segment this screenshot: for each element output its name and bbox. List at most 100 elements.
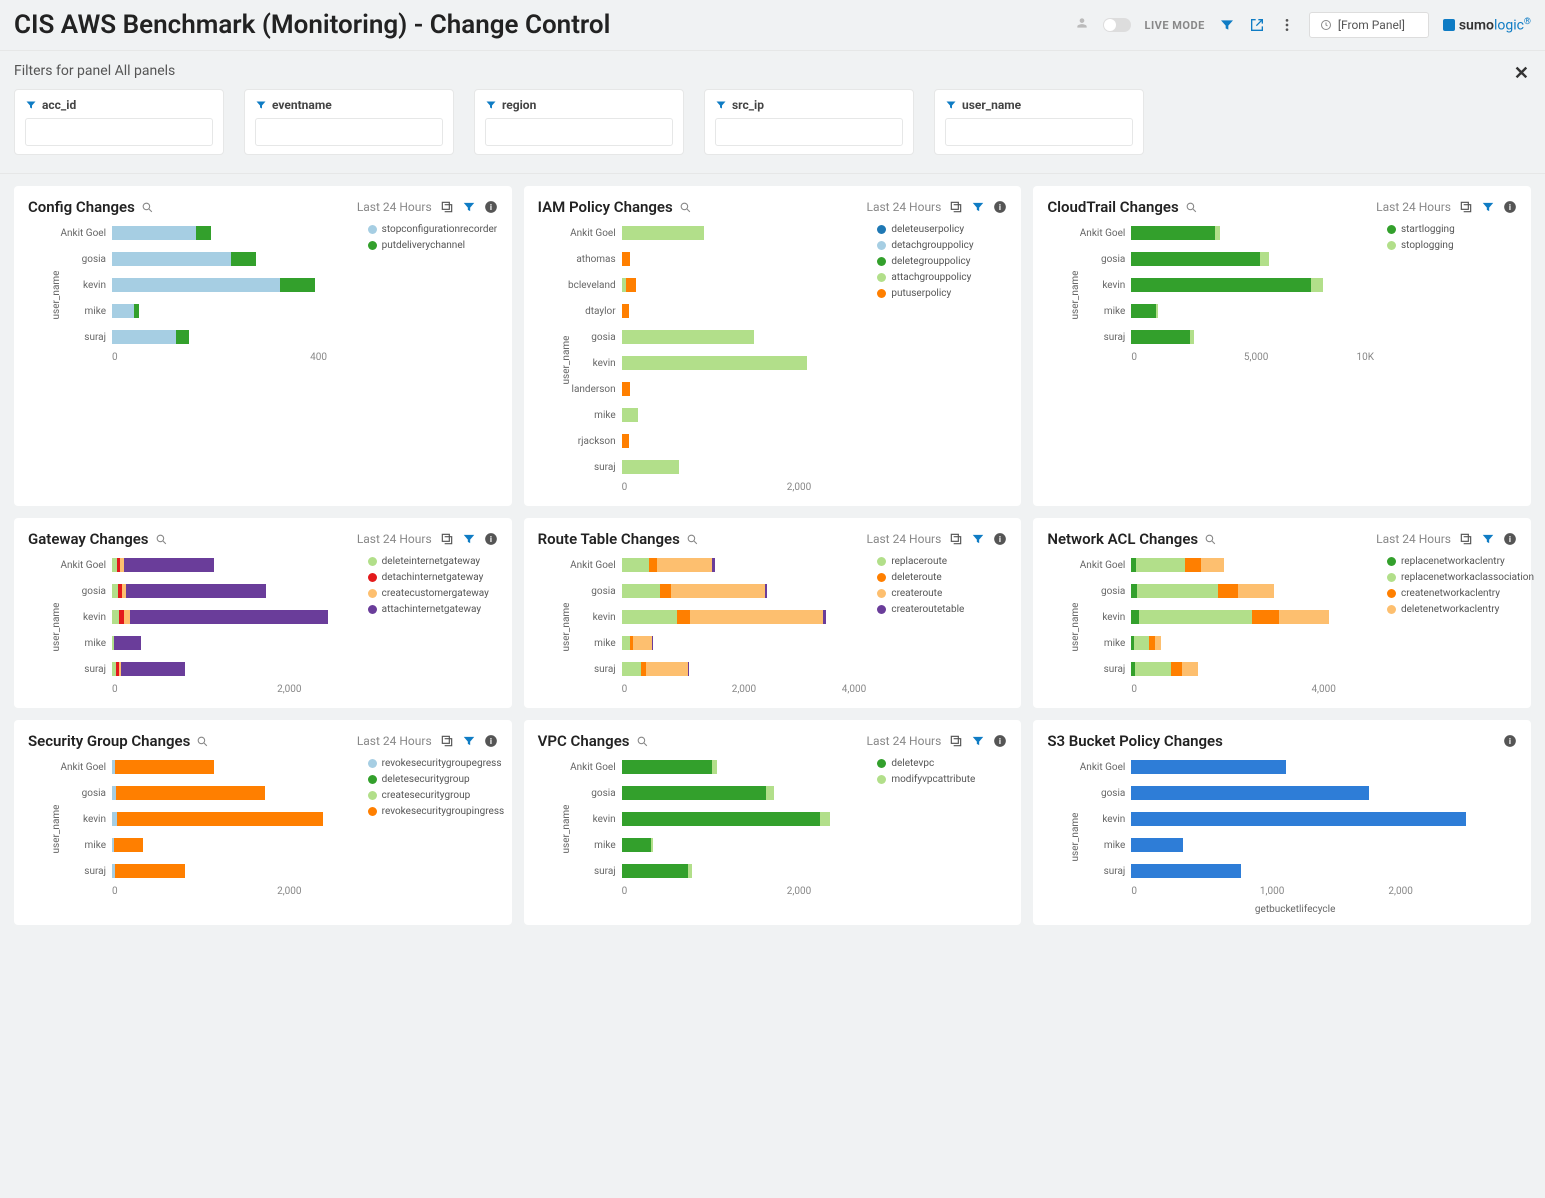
info-icon[interactable]: i	[484, 532, 498, 546]
bar-segment	[622, 356, 808, 370]
info-icon[interactable]: i	[1503, 200, 1517, 214]
bar-label: mike	[1073, 840, 1125, 851]
swatch	[368, 241, 377, 250]
bar-segment	[622, 330, 754, 344]
popout-icon[interactable]	[1459, 532, 1473, 546]
filter-input[interactable]	[485, 118, 673, 146]
yaxis-label: user_name	[1070, 603, 1081, 652]
xaxis: 02,000	[112, 684, 360, 698]
filter-icon[interactable]	[1481, 200, 1495, 214]
bar-segment	[112, 330, 176, 344]
info-icon[interactable]: i	[1503, 532, 1517, 546]
info-icon[interactable]: i	[993, 200, 1007, 214]
bar-row: Ankit Goel	[564, 224, 870, 242]
filter-icon[interactable]	[971, 200, 985, 214]
xtick: 0	[112, 886, 118, 897]
bar-track	[622, 226, 870, 240]
search-icon[interactable]	[1185, 201, 1198, 214]
close-icon[interactable]: ✕	[1514, 63, 1529, 84]
bar-row: suraj	[54, 660, 360, 678]
bar-segment	[688, 662, 690, 676]
bar-segment	[677, 610, 691, 624]
bar-segment	[622, 610, 677, 624]
filter-icon[interactable]	[971, 532, 985, 546]
bar-row: mike	[1073, 836, 1517, 854]
swatch	[368, 557, 377, 566]
svg-text:i: i	[1509, 534, 1511, 544]
bar-segment	[1260, 252, 1269, 266]
search-icon[interactable]	[1204, 533, 1217, 546]
bar-label: suraj	[54, 664, 106, 675]
bar-segment	[622, 304, 629, 318]
bar-segment	[112, 304, 134, 318]
bar-label: mike	[1073, 306, 1125, 317]
live-mode-toggle[interactable]	[1103, 18, 1131, 32]
svg-text:i: i	[490, 534, 492, 544]
chart: user_name Ankit Goelgosiakevinmikesuraj …	[28, 556, 360, 698]
filter-input[interactable]	[255, 118, 443, 146]
bar-row: mike	[564, 836, 870, 854]
legend: stopconfigurationrecorderputdeliverychan…	[368, 224, 498, 366]
bars: Ankit Goelgosiakevinmikesuraj	[1073, 224, 1379, 346]
info-icon[interactable]: i	[993, 734, 1007, 748]
popout-icon[interactable]	[949, 200, 963, 214]
info-icon[interactable]: i	[484, 734, 498, 748]
popout-icon[interactable]	[440, 734, 454, 748]
search-icon[interactable]	[141, 201, 154, 214]
bar-label: Ankit Goel	[54, 228, 106, 239]
info-icon[interactable]: i	[1503, 734, 1517, 748]
info-icon[interactable]: i	[993, 532, 1007, 546]
filter-input[interactable]	[945, 118, 1133, 146]
panel-title: Config Changes	[28, 198, 357, 216]
bar-track	[1131, 838, 1517, 852]
filter-icon[interactable]	[1481, 532, 1495, 546]
info-icon[interactable]: i	[484, 200, 498, 214]
legend-item: putdeliverychannel	[368, 240, 498, 252]
filter-input[interactable]	[715, 118, 903, 146]
filter-input[interactable]	[25, 118, 213, 146]
search-icon[interactable]	[196, 735, 209, 748]
bar-row: athomas	[564, 250, 870, 268]
bar-track	[112, 636, 360, 650]
bar-label: Ankit Goel	[1073, 560, 1125, 571]
search-icon[interactable]	[636, 735, 649, 748]
bar-track	[1131, 304, 1379, 318]
bar-segment	[130, 610, 328, 624]
legend-item: createsecuritygroup	[368, 790, 498, 802]
bar-segment	[1131, 252, 1259, 266]
legend-item: replacenetworkaclassociation	[1387, 572, 1517, 584]
bar-segment	[1190, 330, 1195, 344]
xtick: 0	[112, 352, 118, 363]
panel-meta: Last 24 Hours i	[866, 734, 1007, 748]
bar-track	[112, 252, 360, 266]
popout-icon[interactable]	[1459, 200, 1473, 214]
yaxis-label: user_name	[1070, 271, 1081, 320]
filter-icon[interactable]	[462, 532, 476, 546]
filter-icon[interactable]	[1219, 17, 1235, 33]
filter-icon[interactable]	[971, 734, 985, 748]
search-icon[interactable]	[686, 533, 699, 546]
xaxis: 02,000	[622, 886, 870, 900]
search-icon[interactable]	[679, 201, 692, 214]
time-range-selector[interactable]: [From Panel]	[1309, 12, 1429, 38]
bar-track	[622, 330, 870, 344]
popout-icon[interactable]	[440, 532, 454, 546]
more-icon[interactable]	[1279, 17, 1295, 33]
bar-row: suraj	[54, 862, 360, 880]
bar-row: suraj	[1073, 328, 1379, 346]
bar-label: Ankit Goel	[564, 762, 616, 773]
bar-track	[622, 304, 870, 318]
filter-icon[interactable]	[462, 734, 476, 748]
bar-label: suraj	[564, 664, 616, 675]
search-icon[interactable]	[155, 533, 168, 546]
share-icon[interactable]	[1249, 17, 1265, 33]
popout-icon[interactable]	[949, 532, 963, 546]
popout-icon[interactable]	[440, 200, 454, 214]
panel-header: Route Table Changes Last 24 Hours i	[538, 530, 1008, 548]
filter-icon[interactable]	[462, 200, 476, 214]
bar-track	[112, 662, 360, 676]
chart-area: user_name Ankit Goelgosiakevinmikesuraj …	[28, 224, 498, 366]
popout-icon[interactable]	[949, 734, 963, 748]
bar-segment	[1131, 330, 1190, 344]
svg-text:i: i	[490, 202, 492, 212]
